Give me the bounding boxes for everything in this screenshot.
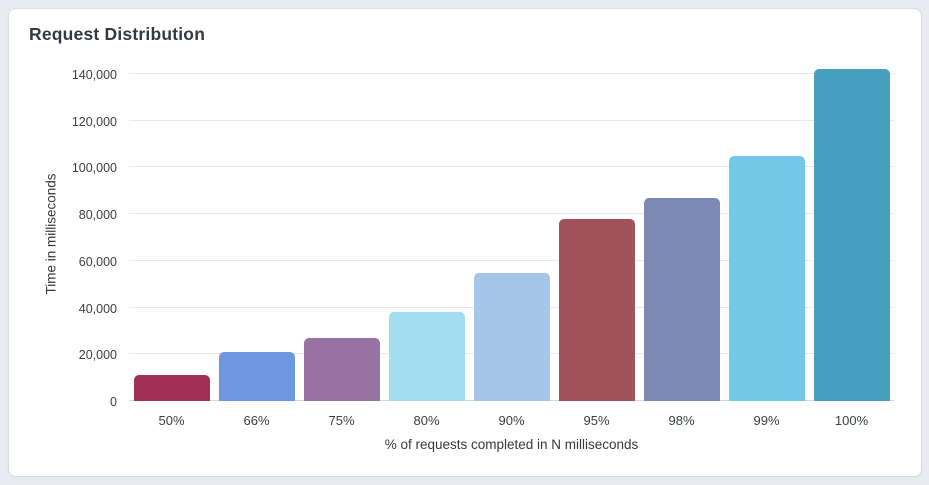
bar-100-pct[interactable] [813,69,890,401]
gridline [129,73,894,75]
bar-66-pct[interactable] [218,351,295,401]
y-tick-label: 60,000 [78,254,117,269]
x-tick-label: 66% [243,413,270,428]
bar-chart-plot-area [129,67,894,401]
y-tick-label: 0 [110,395,117,409]
y-tick-label: 40,000 [78,301,117,316]
y-tick-label: 120,000 [71,114,117,129]
bar-80-pct[interactable] [388,312,465,401]
x-tick-label: 100% [834,413,869,428]
gridline [129,213,894,215]
x-tick-label: 90% [498,413,525,428]
x-tick-label: 50% [158,413,185,428]
gridline [129,119,894,121]
bar-95-pct[interactable] [558,218,635,401]
bar-50-pct[interactable] [133,375,210,401]
y-axis-tick-labels: 0 20,000 40,000 60,000 80,000 100,000 120,000 1… [9,67,117,409]
chart-title: Request Distribution [29,24,206,44]
y-tick-label: 140,000 [71,68,117,83]
bar-99-pct[interactable] [728,155,805,401]
x-tick-label: 80% [413,413,440,428]
x-tick-label: 75% [328,413,355,428]
bar-98-pct[interactable] [643,197,720,401]
x-tick-label: 99% [753,413,780,428]
y-tick-label: 80,000 [78,208,117,223]
bar-75-pct[interactable] [303,337,380,401]
gridline [129,259,894,261]
gridline [129,166,894,168]
x-tick-label: 98% [668,413,695,428]
x-tick-label: 95% [583,413,610,428]
x-axis-tick-labels: 50% 66% 75% 80% 90% 95% 98% 99% 100% [129,413,894,428]
y-tick-label: 20,000 [78,348,117,363]
chart-card: Request Distribution Time in millisecond… [8,8,922,477]
y-tick-label: 100,000 [71,161,117,176]
x-axis-title: % of requests completed in N millisecond… [384,437,639,452]
bar-90-pct[interactable] [473,272,550,401]
